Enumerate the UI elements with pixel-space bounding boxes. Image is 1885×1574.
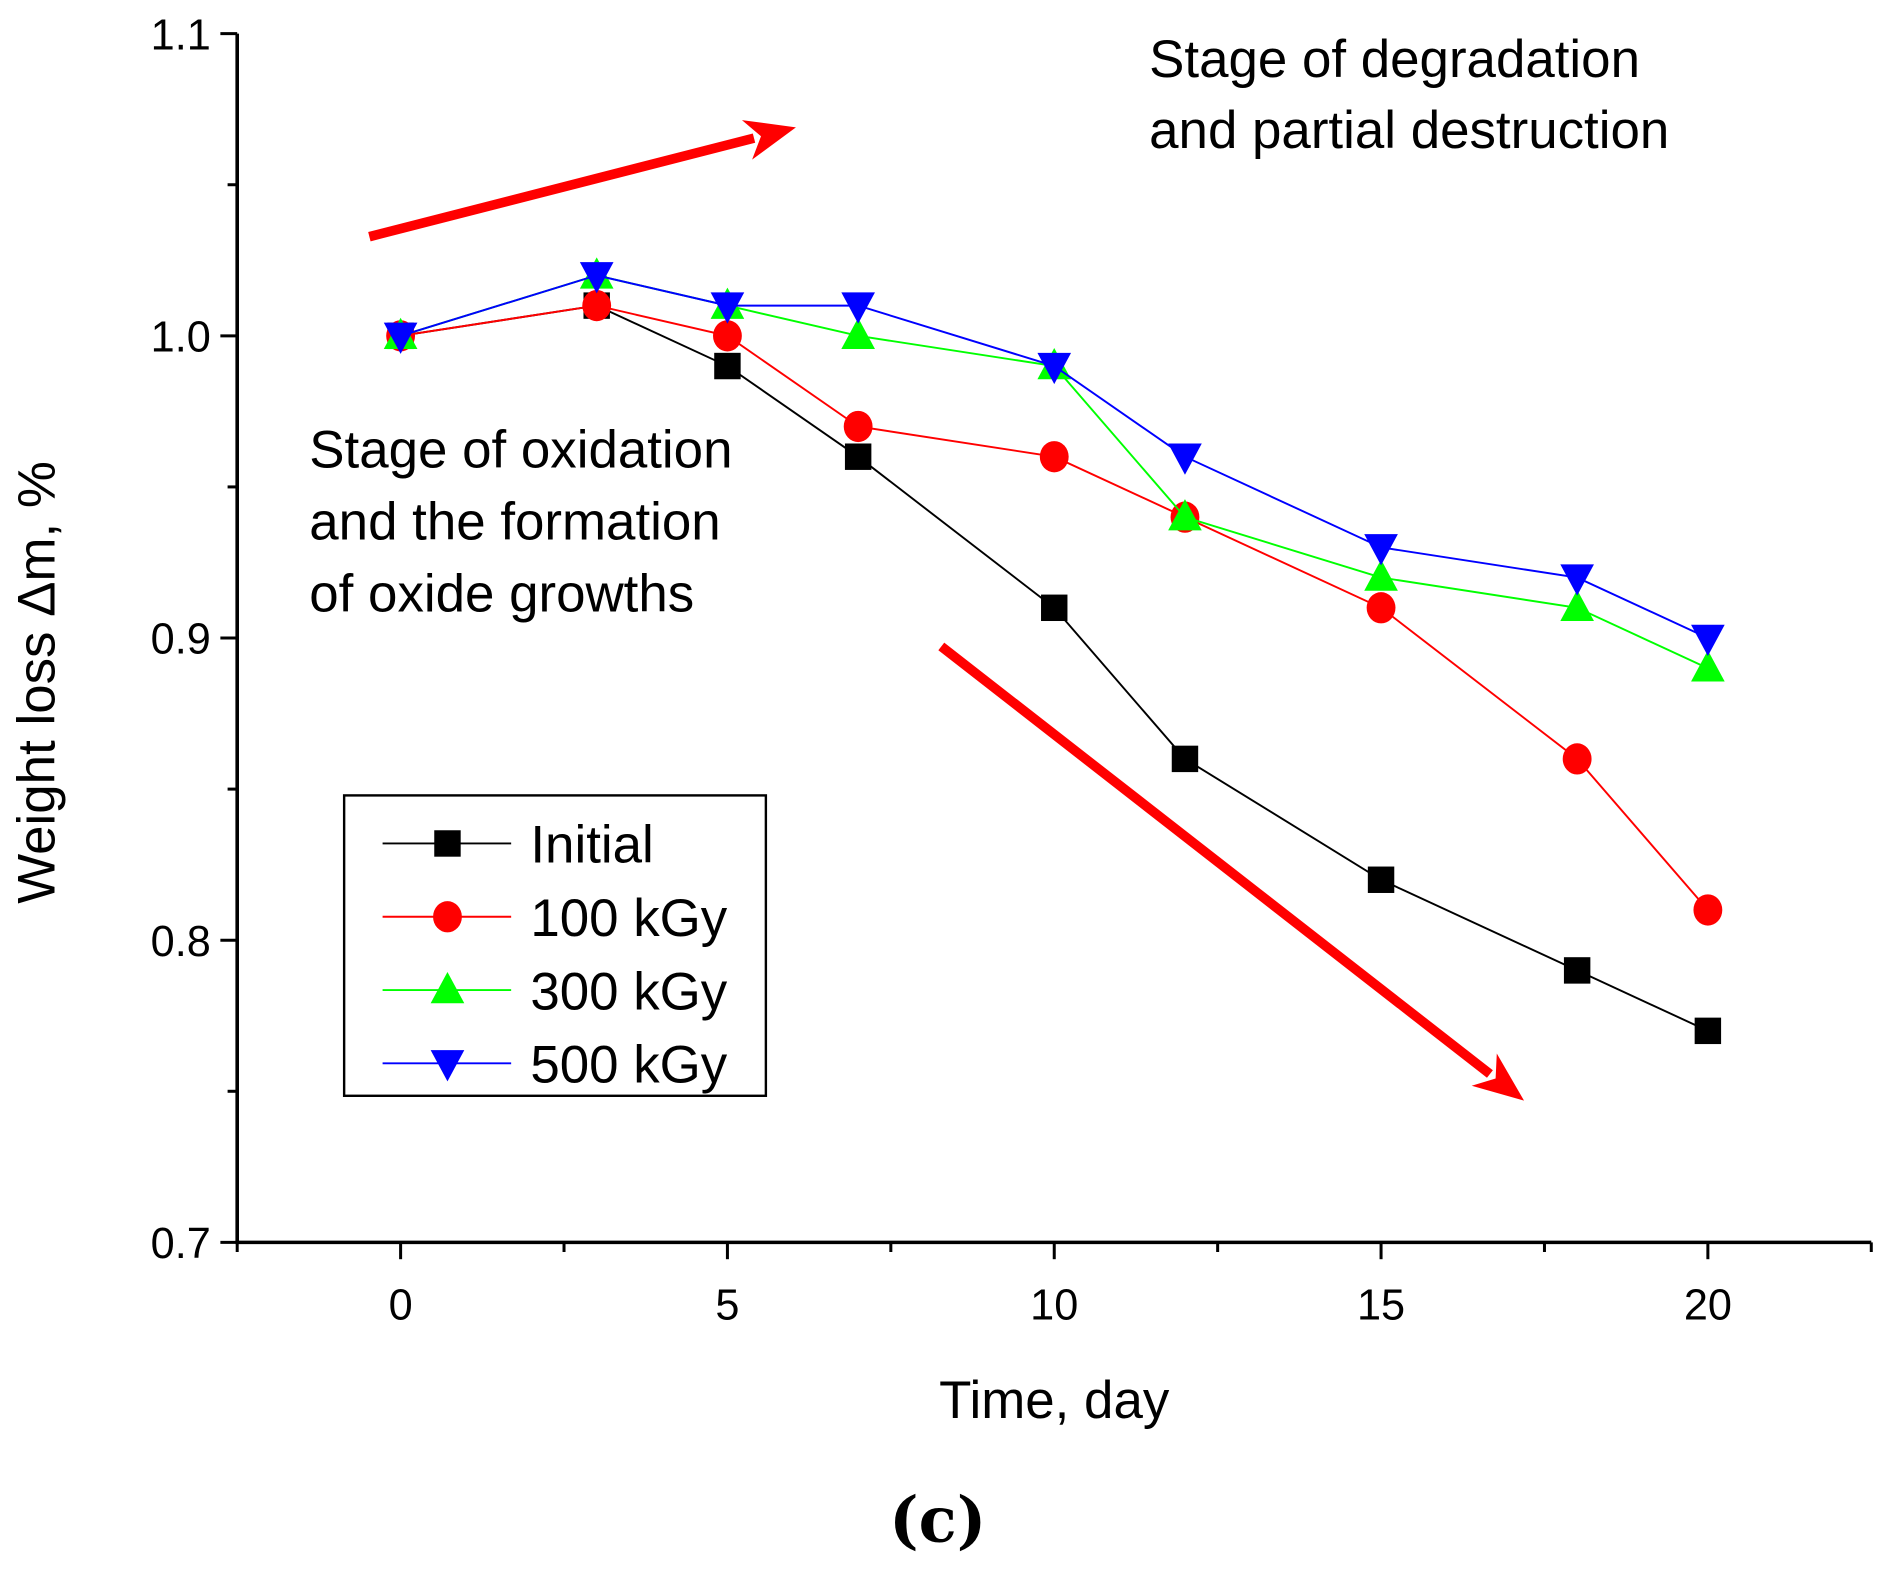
legend-label: 100 kGy xyxy=(530,889,727,948)
legend-label: 300 kGy xyxy=(530,962,727,1021)
falling-arrow xyxy=(938,642,1525,1101)
data-point xyxy=(714,352,741,380)
data-point xyxy=(843,410,873,443)
x-tick-label: 5 xyxy=(715,1281,739,1329)
data-point xyxy=(1562,743,1592,775)
y-tick-label: 1.0 xyxy=(151,313,211,361)
legend-marker xyxy=(430,1050,465,1082)
data-point xyxy=(1364,534,1398,566)
x-tick-label: 0 xyxy=(389,1281,413,1329)
data-point xyxy=(1560,564,1594,596)
data-point xyxy=(1041,594,1068,622)
arrow-shaft xyxy=(938,642,1493,1078)
data-point xyxy=(1037,352,1072,385)
data-point xyxy=(710,292,745,324)
legend-marker xyxy=(433,901,462,933)
y-tick-label: 0.8 xyxy=(151,918,211,966)
trend-arrows xyxy=(368,120,1525,1101)
axes: 0 5 10 15 20 0.7 0.8 0.9 1.0 1.1 xyxy=(151,11,1873,1329)
data-point xyxy=(582,289,612,322)
x-tick-label: 15 xyxy=(1357,1281,1405,1329)
data-point xyxy=(1694,1017,1722,1045)
data-point xyxy=(1039,441,1069,473)
legend-entry: 100 kGy xyxy=(382,889,728,948)
oxidation-annotation-line: and the formation xyxy=(309,492,720,551)
plot-area xyxy=(383,257,1725,1045)
data-point xyxy=(844,443,872,470)
oxidation-annotation-line: Stage of oxidation xyxy=(309,420,732,479)
rising-arrow xyxy=(368,120,796,242)
data-point xyxy=(1171,745,1199,773)
legend-entry: Initial xyxy=(382,816,654,875)
data-point xyxy=(713,320,742,352)
data-point xyxy=(1691,624,1725,657)
degradation-annotation-line: Stage of degradation xyxy=(1149,30,1640,89)
legend-label: 500 kGy xyxy=(530,1036,727,1095)
legend: Initial 100 kGy 300 kGy 500 kGy xyxy=(342,794,768,1097)
arrow-head xyxy=(1471,1053,1525,1101)
data-point xyxy=(1560,589,1594,622)
data-point xyxy=(383,322,418,354)
data-point xyxy=(1366,592,1396,624)
arrow-head xyxy=(741,120,796,160)
degradation-annotation-line: and partial destruction xyxy=(1149,101,1669,160)
data-point xyxy=(1693,894,1723,926)
oxidation-annotation-line: of oxide growths xyxy=(309,565,694,624)
legend-marker xyxy=(430,972,465,1004)
legend-entry: 500 kGy xyxy=(382,1036,728,1095)
arrow-shaft xyxy=(368,133,756,242)
legend-box xyxy=(342,794,768,1097)
data-point xyxy=(841,292,875,324)
data-point xyxy=(579,262,614,294)
y-axis-label: Weight loss Δm, % xyxy=(8,461,67,904)
data-point xyxy=(1563,957,1591,984)
data-point xyxy=(1691,650,1725,682)
y-tick-label: 0.9 xyxy=(151,616,211,664)
y-tick-label: 1.1 xyxy=(151,11,211,59)
legend-label: Initial xyxy=(530,816,653,875)
data-point xyxy=(1364,559,1398,591)
x-tick-label: 20 xyxy=(1684,1281,1732,1329)
data-point xyxy=(1168,499,1202,531)
x-tick-label: 10 xyxy=(1030,1281,1078,1329)
series-500-kgy xyxy=(383,262,1725,657)
data-point xyxy=(1367,866,1395,893)
legend-marker xyxy=(434,830,461,857)
y-tick-label: 0.7 xyxy=(151,1220,211,1268)
figure-caption: (c) xyxy=(889,1483,986,1557)
data-point xyxy=(841,317,875,350)
legend-entry: 300 kGy xyxy=(382,962,728,1021)
data-point xyxy=(1168,443,1202,475)
x-axis-label: Time, day xyxy=(939,1371,1170,1430)
annotations: Stage of degradation and partial destruct… xyxy=(309,30,1669,624)
